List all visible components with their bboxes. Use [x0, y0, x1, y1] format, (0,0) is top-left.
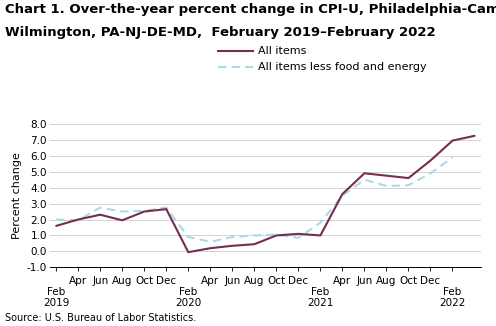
Text: All items less food and energy: All items less food and energy	[258, 62, 427, 72]
Text: Apr: Apr	[201, 276, 219, 286]
All items	[449, 139, 455, 142]
All items less food and energy	[449, 156, 455, 159]
Text: Wilmington, PA-NJ-DE-MD,  February 2019–February 2022: Wilmington, PA-NJ-DE-MD, February 2019–F…	[5, 26, 435, 39]
Text: Jun: Jun	[92, 276, 108, 286]
All items	[472, 134, 478, 138]
All items	[97, 213, 103, 217]
Line: All items: All items	[56, 136, 475, 252]
All items	[273, 233, 279, 237]
All items	[296, 232, 302, 236]
All items less food and energy	[362, 178, 368, 182]
All items	[186, 250, 191, 254]
All items less food and energy	[53, 217, 59, 221]
Text: Feb
2020: Feb 2020	[175, 287, 201, 308]
All items	[229, 244, 235, 248]
All items less food and energy	[406, 183, 412, 187]
All items	[406, 176, 412, 180]
Text: Dec: Dec	[288, 276, 309, 286]
Text: Aug: Aug	[112, 276, 132, 286]
Text: All items: All items	[258, 46, 307, 55]
Text: Oct: Oct	[399, 276, 418, 286]
All items	[53, 224, 59, 228]
All items	[119, 218, 125, 222]
Y-axis label: Percent change: Percent change	[12, 152, 22, 239]
All items less food and energy	[163, 206, 169, 210]
All items less food and energy	[119, 210, 125, 214]
All items	[141, 210, 147, 214]
All items less food and energy	[97, 206, 103, 210]
All items less food and energy	[75, 218, 81, 222]
Text: Oct: Oct	[135, 276, 153, 286]
Text: Apr: Apr	[69, 276, 87, 286]
Text: Feb
2021: Feb 2021	[307, 287, 334, 308]
Text: Jun: Jun	[356, 276, 372, 286]
Text: Feb
2022: Feb 2022	[439, 287, 466, 308]
Text: Aug: Aug	[376, 276, 397, 286]
All items	[251, 242, 257, 246]
Text: Dec: Dec	[421, 276, 440, 286]
Text: Feb
2019: Feb 2019	[43, 287, 69, 308]
All items less food and energy	[273, 233, 279, 237]
All items less food and energy	[296, 236, 302, 240]
Line: All items less food and energy: All items less food and energy	[56, 157, 452, 242]
All items less food and energy	[251, 233, 257, 237]
All items	[75, 217, 81, 221]
All items less food and energy	[207, 240, 213, 244]
Text: Jun: Jun	[224, 276, 241, 286]
Text: Source: U.S. Bureau of Labor Statistics.: Source: U.S. Bureau of Labor Statistics.	[5, 313, 196, 323]
All items less food and energy	[339, 194, 345, 198]
Text: Apr: Apr	[333, 276, 352, 286]
All items	[317, 233, 323, 237]
All items	[339, 192, 345, 196]
Text: Dec: Dec	[156, 276, 177, 286]
All items	[383, 174, 389, 178]
All items	[428, 158, 434, 162]
Text: Chart 1. Over-the-year percent change in CPI-U, Philadelphia-Camden-: Chart 1. Over-the-year percent change in…	[5, 3, 496, 16]
Text: Oct: Oct	[267, 276, 285, 286]
All items less food and energy	[317, 221, 323, 225]
All items less food and energy	[383, 184, 389, 188]
All items	[362, 171, 368, 175]
All items less food and energy	[186, 235, 191, 239]
All items less food and energy	[141, 209, 147, 213]
All items	[163, 207, 169, 211]
Text: Aug: Aug	[244, 276, 264, 286]
All items less food and energy	[428, 171, 434, 175]
All items less food and energy	[229, 235, 235, 239]
All items	[207, 246, 213, 250]
